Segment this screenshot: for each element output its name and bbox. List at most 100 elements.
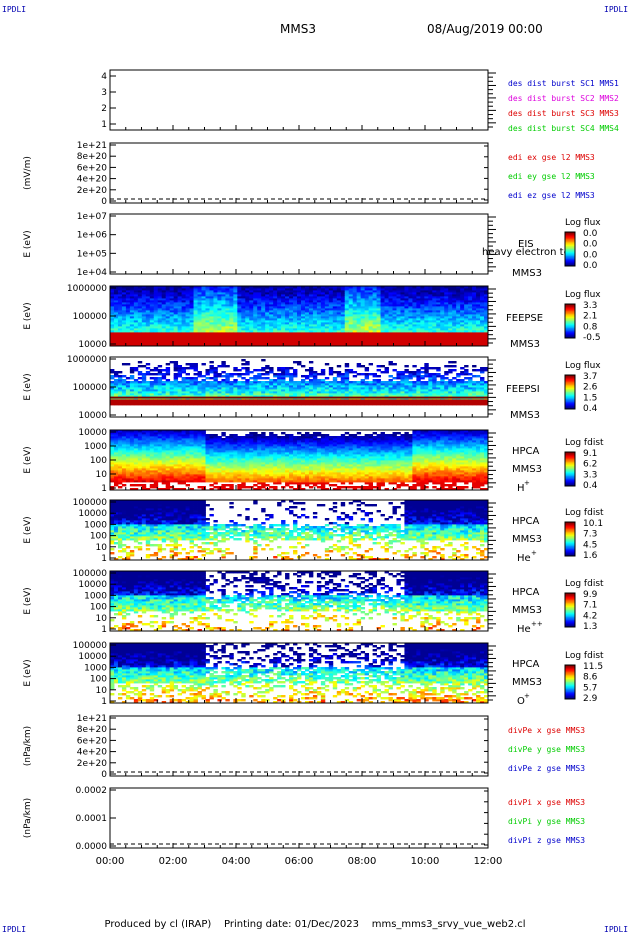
y-tick-label: 100 bbox=[90, 603, 107, 613]
panel-frame bbox=[109, 142, 489, 204]
y-tick-label: 1000 bbox=[84, 442, 107, 452]
y-tick-label: 10000 bbox=[78, 411, 107, 421]
y-tick-label: 8e+20 bbox=[77, 152, 108, 162]
colorbar-title: Log flux bbox=[565, 218, 601, 228]
colorbar-tick-label: 5.7 bbox=[583, 683, 597, 693]
y-axis-label: E (eV) bbox=[23, 230, 33, 257]
colorbar bbox=[565, 304, 575, 339]
y-tick-label: 4e+20 bbox=[77, 175, 108, 185]
spacecraft-label: MMS3 bbox=[512, 464, 542, 475]
y-tick-label: 100 bbox=[90, 532, 107, 542]
colorbar-title: Log fdist bbox=[565, 579, 604, 589]
species-charge: + bbox=[524, 479, 530, 487]
y-tick-label: 4e+20 bbox=[77, 748, 108, 758]
y-tick-label: 6e+20 bbox=[77, 736, 108, 746]
colorbar-tick-label: 9.1 bbox=[583, 449, 597, 459]
spectrogram-hpca-he2 bbox=[110, 571, 489, 632]
y-tick-label: 1000 bbox=[84, 591, 107, 601]
x-tick-label: 04:00 bbox=[222, 856, 251, 867]
species-charge: + bbox=[524, 692, 530, 700]
y-tick-label: 100000 bbox=[73, 641, 108, 651]
panel-feeps-e: 1000000 100000 10000 E (eV) FEEPSE MMS3 Log fl… bbox=[23, 284, 601, 350]
y-axis-label: E (eV) bbox=[23, 302, 33, 329]
y-tick-label: 1 bbox=[101, 697, 107, 707]
y-tick-label: 1e+04 bbox=[77, 268, 108, 278]
species-charge: + bbox=[531, 549, 537, 557]
colorbar-tick-label: 2.1 bbox=[583, 312, 597, 322]
y-tick-label: 0 bbox=[101, 770, 107, 780]
colorbar-tick-label: 2.6 bbox=[583, 383, 598, 393]
y-tick-label: 1 bbox=[101, 625, 107, 635]
colorbar bbox=[565, 593, 575, 628]
colorbar-tick-label: 1.3 bbox=[583, 622, 597, 632]
y-tick-label: 1000 bbox=[84, 663, 107, 673]
y-tick-label: 100000 bbox=[73, 498, 108, 508]
instrument-label: HPCA bbox=[512, 587, 540, 598]
y-axis-label: E (eV) bbox=[23, 659, 33, 686]
colorbar-title: Log flux bbox=[565, 361, 601, 371]
y-tick-label: 2e+20 bbox=[77, 759, 108, 769]
colorbar-tick-label: 3.7 bbox=[583, 372, 597, 382]
species-charge: ++ bbox=[531, 620, 543, 628]
y-tick-label: 10 bbox=[96, 614, 108, 624]
spacecraft-label: MMS3 bbox=[510, 339, 540, 350]
y-tick-label: 8e+20 bbox=[77, 725, 108, 735]
colorbar-frame bbox=[564, 374, 576, 410]
colorbar-tick-label: 1.5 bbox=[583, 393, 597, 403]
y-axis-label: (nPa/km) bbox=[23, 798, 33, 838]
spacecraft-label: MMS3 bbox=[512, 534, 542, 545]
x-tick-label: 12:00 bbox=[474, 856, 503, 867]
colorbar-tick-label: 2.9 bbox=[583, 694, 598, 704]
panel-hpca-h: 10000 1000 100 10 1 E (eV) HPCA MMS3 H + Log fdist… bbox=[23, 428, 604, 494]
colorbar-frame bbox=[564, 521, 576, 557]
legend-entry: divPe y gse MMS3 bbox=[508, 745, 585, 754]
y-tick-label: 2 bbox=[101, 104, 107, 114]
colorbar bbox=[565, 232, 575, 267]
legend-entry: edi ez gse l2 MMS3 bbox=[508, 191, 595, 200]
y-axis-label: E (eV) bbox=[23, 446, 33, 473]
legend-entry: des dist burst SC1 MMS1 bbox=[508, 79, 619, 88]
colorbar-tick-label: 4.2 bbox=[583, 611, 597, 621]
y-tick-label: 1000000 bbox=[67, 284, 107, 294]
y-tick-label: 10 bbox=[96, 686, 108, 696]
y-tick-label: 1e+21 bbox=[77, 714, 107, 724]
instrument-label: HPCA bbox=[512, 659, 540, 670]
y-tick-label: 1000 bbox=[84, 520, 107, 530]
panel-feeps-i: 1000000 100000 10000 E (eV) FEEPSI MMS3 Log fl… bbox=[23, 355, 601, 421]
y-tick-label: 1 bbox=[101, 554, 107, 564]
instrument-label: HPCA bbox=[512, 516, 540, 527]
footer-printing-date: Printing date: 01/Dec/2023 bbox=[223, 919, 359, 930]
colorbar-tick-label: 0.0 bbox=[583, 229, 598, 239]
colorbar bbox=[565, 522, 575, 557]
colorbar-frame bbox=[564, 451, 576, 487]
spacecraft-label: MMS3 bbox=[510, 410, 540, 421]
colorbar-title: Log fdist bbox=[565, 438, 604, 448]
spacecraft-label: MMS3 bbox=[512, 605, 542, 616]
instrument-label: FEEPSE bbox=[506, 313, 543, 324]
page-title: MMS3 bbox=[280, 22, 316, 36]
y-tick-label: 1 bbox=[101, 484, 107, 494]
colorbar-frame bbox=[564, 303, 576, 339]
colorbar-tick-label: 10.1 bbox=[583, 519, 603, 529]
colorbar-tick-label: 0.4 bbox=[583, 404, 598, 414]
species-label: He bbox=[517, 624, 531, 635]
legend-entry: edi ex gse l2 MMS3 bbox=[508, 153, 595, 162]
y-tick-label: 1e+06 bbox=[77, 231, 108, 241]
y-tick-label: 0.0001 bbox=[76, 814, 108, 824]
colorbar-frame bbox=[564, 231, 576, 267]
y-tick-label: 100 bbox=[90, 456, 107, 466]
y-axis-label: (mV/m) bbox=[23, 156, 33, 190]
footer-script-name: mms_mms3_srvy_vue_web2.cl bbox=[371, 919, 526, 930]
panel-frame bbox=[109, 787, 489, 849]
panel-sc-config: 4 3 2 1 des dist burst SC1 MMS1 des dist burs… bbox=[101, 69, 619, 133]
colorbar-tick-label: 3.3 bbox=[583, 470, 597, 480]
y-tick-label: 100 bbox=[90, 675, 107, 685]
x-tick-label: 02:00 bbox=[159, 856, 188, 867]
y-tick-label: 0.0002 bbox=[76, 786, 108, 796]
colorbar-tick-label: 11.5 bbox=[583, 662, 603, 672]
y-tick-label: 100000 bbox=[73, 383, 108, 393]
y-tick-label: 0.0000 bbox=[76, 842, 108, 852]
y-axis-label: (nPa/km) bbox=[23, 726, 33, 766]
